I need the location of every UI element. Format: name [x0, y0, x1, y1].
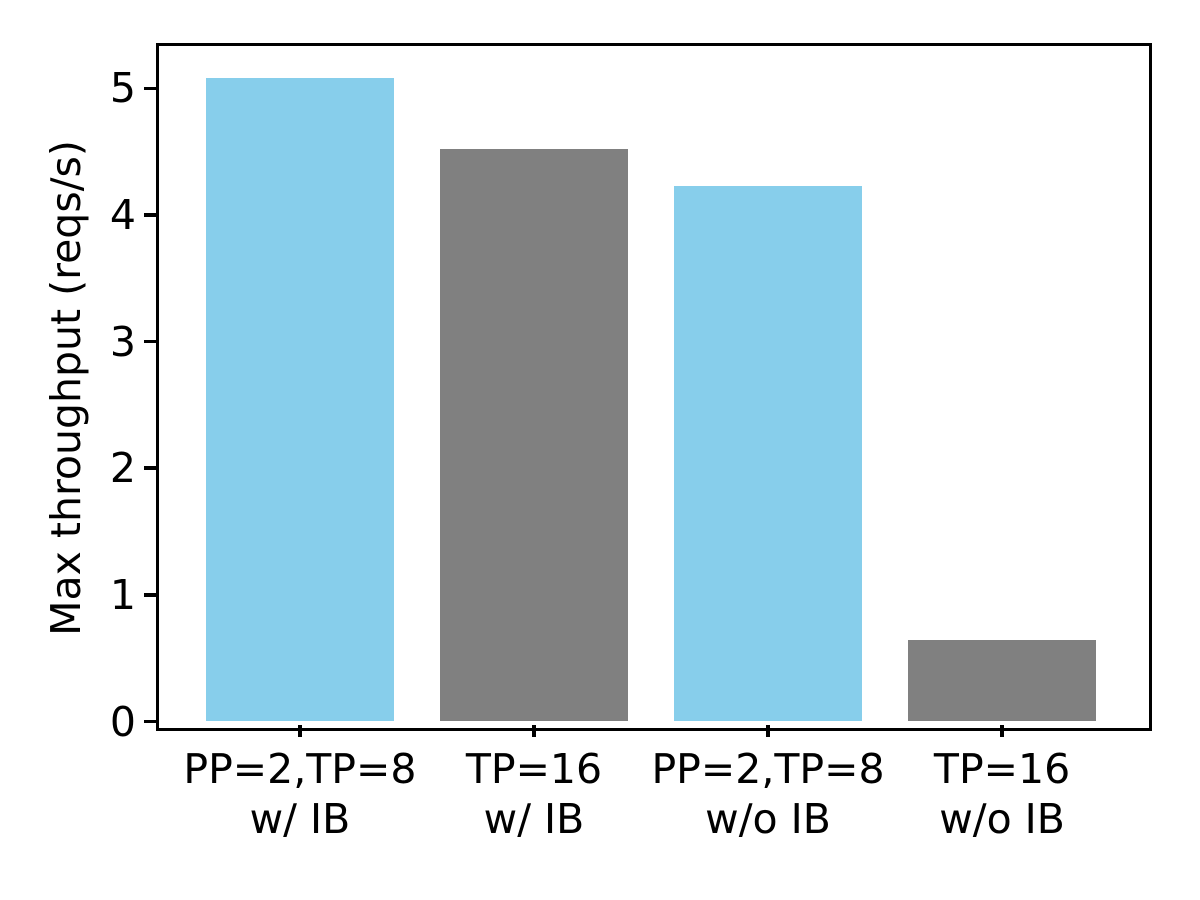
x-tick-label-line: w/ IB — [483, 795, 585, 843]
x-tick-label-line: PP=2,TP=8 — [183, 745, 417, 793]
y-tick-label: 1 — [109, 570, 136, 619]
y-tick — [144, 213, 156, 217]
x-tick-label-line: TP=16 — [933, 745, 1071, 793]
x-tick — [766, 725, 770, 737]
x-tick-label: PP=2,TP=8 w/o IB — [608, 744, 928, 844]
y-tick-label: 0 — [109, 697, 136, 746]
bar — [674, 185, 862, 722]
x-tick-label-line: w/o IB — [705, 795, 831, 843]
y-tick — [144, 339, 156, 344]
x-tick-label: PP=2,TP=8 w/ IB — [140, 744, 460, 844]
y-tick — [144, 466, 156, 470]
y-tick — [144, 719, 156, 724]
x-tick-label-line: TP=16 — [465, 745, 603, 793]
x-tick-label-line: PP=2,TP=8 — [651, 745, 885, 793]
y-tick — [144, 593, 156, 597]
x-tick-label: TP=16 w/o IB — [842, 744, 1162, 844]
x-tick-label: TP=16 w/ IB — [374, 744, 694, 844]
x-tick — [298, 725, 302, 737]
bar — [908, 640, 1096, 722]
y-tick-label: 3 — [109, 317, 136, 366]
y-tick — [144, 86, 156, 91]
bar — [440, 149, 628, 722]
plot-area — [156, 43, 1152, 731]
x-tick-label-line: w/o IB — [939, 795, 1065, 843]
y-tick-label: 2 — [109, 444, 136, 493]
x-tick — [1000, 725, 1004, 737]
bar — [206, 78, 394, 722]
x-tick-label-line: w/ IB — [249, 795, 351, 843]
y-tick-label: 4 — [109, 190, 136, 239]
x-tick — [532, 725, 536, 737]
y-tick-label: 5 — [109, 64, 136, 113]
